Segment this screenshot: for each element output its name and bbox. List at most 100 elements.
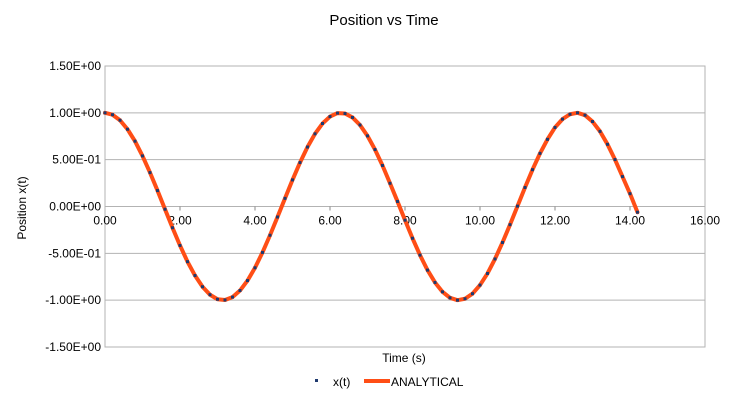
data-point-xt <box>231 295 234 299</box>
data-point-xt <box>418 253 422 257</box>
data-point-xt <box>501 240 504 244</box>
data-point-xt <box>321 122 324 126</box>
legend: x(t) ANALYTICAL <box>315 375 464 389</box>
data-point-xt <box>516 204 519 208</box>
data-point-xt <box>486 271 489 275</box>
x-axis-title: Time (s) <box>382 351 426 365</box>
data-point-xt <box>283 196 287 200</box>
data-point-xt <box>576 111 579 115</box>
data-point-xt <box>531 168 534 172</box>
x-tick-label: 16.00 <box>690 214 720 228</box>
data-point-xt <box>186 260 189 264</box>
data-point-xt <box>111 113 114 117</box>
data-point-xt <box>636 210 639 214</box>
data-point-xt <box>411 236 414 240</box>
data-point-xt <box>381 163 384 167</box>
data-point-xt <box>216 297 219 301</box>
data-point-xt <box>208 293 212 297</box>
data-point-xt <box>306 145 309 149</box>
data-point-xt <box>471 292 474 296</box>
data-point-xt <box>238 289 242 293</box>
data-point-xt <box>598 129 602 133</box>
legend-label-xt: x(t) <box>333 375 350 389</box>
y-axis-title: Position x(t) <box>15 176 29 239</box>
data-point-xt <box>201 285 204 289</box>
grid <box>104 65 706 348</box>
plot-border <box>104 65 706 348</box>
y-tick-label: -5.00E-01 <box>48 246 101 260</box>
data-point-xt <box>133 139 137 143</box>
data-point-xt <box>621 175 624 179</box>
data-point-xt <box>463 297 467 301</box>
x-tick-label: 0.00 <box>93 214 117 228</box>
data-point-xt <box>141 154 144 158</box>
data-point-xt <box>553 125 557 129</box>
data-point-xt <box>223 298 227 302</box>
data-point-xt <box>538 151 542 155</box>
data-point-xt <box>508 223 512 227</box>
data-point-xt <box>126 127 129 131</box>
data-point-xt <box>456 298 459 302</box>
y-tick-label: 1.00E+00 <box>49 106 101 120</box>
data-point-xt <box>246 279 249 283</box>
data-point-xt <box>328 115 332 119</box>
data-point-xt <box>628 192 632 196</box>
data-point-xt <box>276 215 279 219</box>
data-point-xt <box>493 257 497 261</box>
data-point-xt <box>193 274 197 278</box>
y-tick-labels: 1.50E+00 1.00E+00 5.00E-01 0.00E+00 -5.00E-0… <box>45 59 101 354</box>
data-point-xt <box>606 142 609 146</box>
data-point-xt <box>396 199 399 203</box>
data-point-xt <box>171 226 174 230</box>
data-point-xt <box>433 280 437 284</box>
data-point-xt <box>403 218 407 222</box>
data-point-xt <box>546 137 549 141</box>
data-point-xt <box>291 178 294 182</box>
chart-title: Position vs Time <box>329 12 438 29</box>
legend-marker-xt <box>315 379 318 382</box>
data-point-xt <box>358 123 362 127</box>
data-point-xt <box>613 158 617 162</box>
data-point-xt <box>478 283 482 287</box>
x-tick-label: 4.00 <box>243 214 267 228</box>
data-point-xt <box>163 207 167 211</box>
x-tick-label: 12.00 <box>540 214 570 228</box>
data-point-xt <box>351 115 354 119</box>
data-point-xt <box>103 111 107 115</box>
y-tick-label: 5.00E-01 <box>52 153 101 167</box>
data-point-xt <box>253 266 257 270</box>
data-point-xt <box>178 243 182 247</box>
data-point-xt <box>568 112 572 116</box>
data-point-xt <box>388 181 392 185</box>
series-line-analytical <box>103 110 640 303</box>
y-tick-label: -1.00E+00 <box>45 293 101 307</box>
data-point-xt <box>523 185 527 189</box>
data-point-xt <box>156 189 159 193</box>
data-point-xt <box>441 290 444 294</box>
data-point-xt <box>148 171 152 175</box>
x-tick-label: 2.00 <box>168 214 192 228</box>
data-point-xt <box>366 134 369 138</box>
x-tick-label: 6.00 <box>318 214 342 228</box>
data-point-xt <box>298 161 302 165</box>
y-tick-label: -1.50E+00 <box>45 340 101 354</box>
data-point-xt <box>426 268 429 272</box>
legend-label-analytical: ANALYTICAL <box>391 375 464 389</box>
data-point-xt <box>343 111 347 115</box>
x-tick-label: 10.00 <box>465 214 495 228</box>
data-point-xt <box>336 111 339 115</box>
data-point-xt <box>591 120 594 124</box>
data-point-xt <box>268 233 272 237</box>
data-point-xt <box>583 113 587 117</box>
y-tick-label: 0.00E+00 <box>49 200 101 214</box>
data-point-xt <box>118 118 122 122</box>
data-point-xt <box>448 296 452 300</box>
data-point-xt <box>313 132 317 136</box>
data-point-xt <box>561 117 564 121</box>
y-tick-label: 1.50E+00 <box>49 59 101 73</box>
data-point-xt <box>261 250 264 254</box>
series-layer <box>103 110 640 303</box>
data-point-xt <box>373 148 377 152</box>
